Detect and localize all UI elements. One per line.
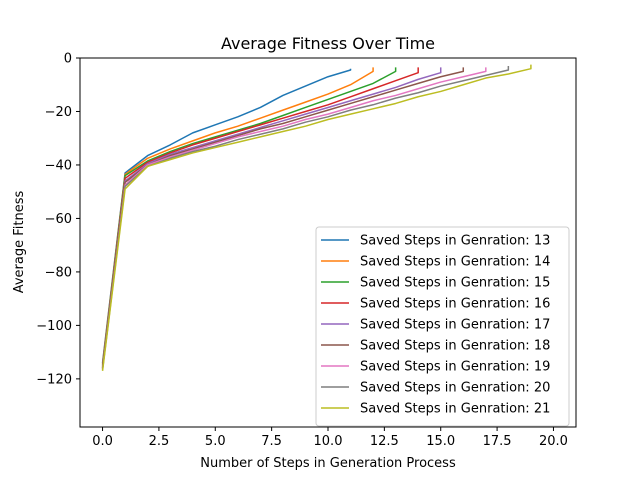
- x-axis: 0.0 2.5 5.0 7.5 10.0 12.5 15.0 17.5 20.0: [92, 427, 568, 449]
- series-line-6: [101, 67, 465, 369]
- series-line-1: [101, 68, 352, 363]
- series-line-5: [101, 67, 442, 369]
- legend-label-1: Saved Steps in Genration: 13: [360, 234, 550, 249]
- legend-label-3: Saved Steps in Genration: 15: [360, 276, 550, 291]
- x-tick-label: 0.0: [92, 434, 113, 449]
- x-tick-label: 5.0: [205, 434, 226, 449]
- legend: Saved Steps in Genration: 13 Saved Steps …: [315, 226, 570, 427]
- legend-label-9: Saved Steps in Genration: 21: [360, 402, 550, 417]
- y-tick-label: −100: [36, 319, 72, 334]
- y-axis: 0 −20 −40 −60 −80 −100 −120: [36, 52, 80, 387]
- y-tick-label: −60: [45, 212, 72, 227]
- x-tick-label: 12.5: [370, 434, 399, 449]
- series-line-2: [101, 67, 374, 365]
- x-tick-label: 15.0: [426, 434, 455, 449]
- chart-title: Average Fitness Over Time: [221, 34, 435, 53]
- x-axis-label: Number of Steps in Generation Process: [200, 456, 456, 471]
- x-tick-label: 7.5: [261, 434, 282, 449]
- legend-label-7: Saved Steps in Genration: 19: [360, 360, 550, 375]
- x-tick-label: 17.5: [483, 434, 512, 449]
- x-tick-label: 20.0: [539, 434, 568, 449]
- legend-label-6: Saved Steps in Genration: 18: [360, 339, 550, 354]
- legend-label-2: Saved Steps in Genration: 14: [360, 255, 550, 270]
- y-axis-label: Average Fitness: [12, 191, 27, 294]
- series-line-4: [101, 67, 419, 367]
- y-tick-label: −120: [36, 372, 72, 387]
- legend-box: [315, 226, 570, 427]
- y-tick-label: −40: [45, 158, 72, 173]
- legend-label-8: Saved Steps in Genration: 20: [360, 381, 550, 396]
- legend-label-4: Saved Steps in Genration: 16: [360, 297, 550, 312]
- series-line-8: [101, 66, 510, 370]
- y-tick-label: −20: [45, 105, 72, 120]
- series-line-9: [101, 64, 532, 371]
- y-tick-label: −80: [45, 265, 72, 280]
- plot-area: [101, 64, 532, 371]
- x-tick-label: 10.0: [314, 434, 343, 449]
- legend-label-5: Saved Steps in Genration: 17: [360, 318, 550, 333]
- y-tick-label: 0: [64, 52, 72, 67]
- series-line-3: [101, 67, 397, 366]
- series-line-7: [101, 67, 487, 370]
- x-tick-label: 2.5: [149, 434, 170, 449]
